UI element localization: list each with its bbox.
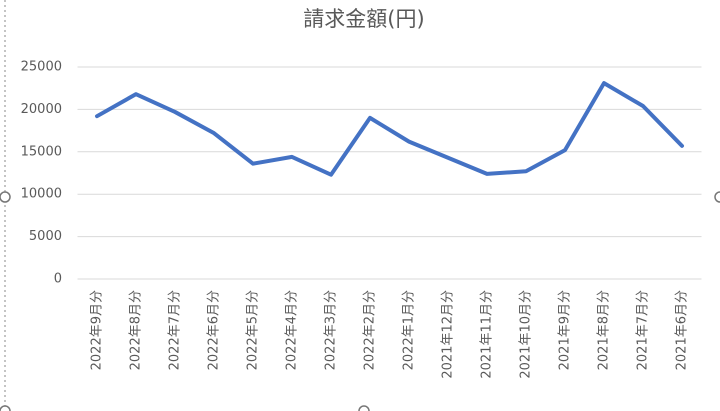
x-tick-label: 2022年3月分 [324, 290, 339, 370]
resize-handle[interactable] [358, 405, 370, 411]
resize-handle[interactable] [0, 191, 11, 203]
y-tick-label: 20000 [21, 102, 62, 117]
y-tick-label: 10000 [21, 187, 62, 202]
x-tick-label: 2021年7月分 [636, 290, 651, 370]
x-tick-label: 2021年12月分 [441, 290, 456, 379]
x-tick-label: 2022年5月分 [246, 290, 261, 370]
x-tick-label: 2022年4月分 [285, 290, 300, 370]
chart-title: 請求金額(円) [303, 7, 424, 31]
y-tick-label: 15000 [21, 144, 62, 159]
data-line [95, 81, 684, 177]
x-tick-label: 2022年9月分 [90, 290, 105, 370]
x-tick-label: 2022年8月分 [129, 290, 144, 370]
x-tick-label: 2022年2月分 [363, 290, 378, 370]
y-tick-label: 0 [54, 272, 62, 287]
x-tick-label: 2022年1月分 [402, 290, 417, 370]
x-tick-label: 2022年6月分 [207, 290, 222, 370]
x-tick-label: 2021年11月分 [480, 290, 495, 379]
x-tick-label: 2022年7月分 [168, 290, 183, 370]
x-tick-label: 2021年8月分 [597, 290, 612, 370]
y-tick-label: 5000 [29, 229, 62, 244]
resize-handle[interactable] [714, 191, 720, 203]
x-tick-label: 2021年10月分 [519, 290, 534, 379]
y-tick-label: 25000 [21, 60, 62, 75]
x-tick-label: 2021年9月分 [558, 290, 573, 370]
resize-handle[interactable] [0, 405, 11, 411]
x-tick-label: 2021年6月分 [675, 290, 690, 370]
